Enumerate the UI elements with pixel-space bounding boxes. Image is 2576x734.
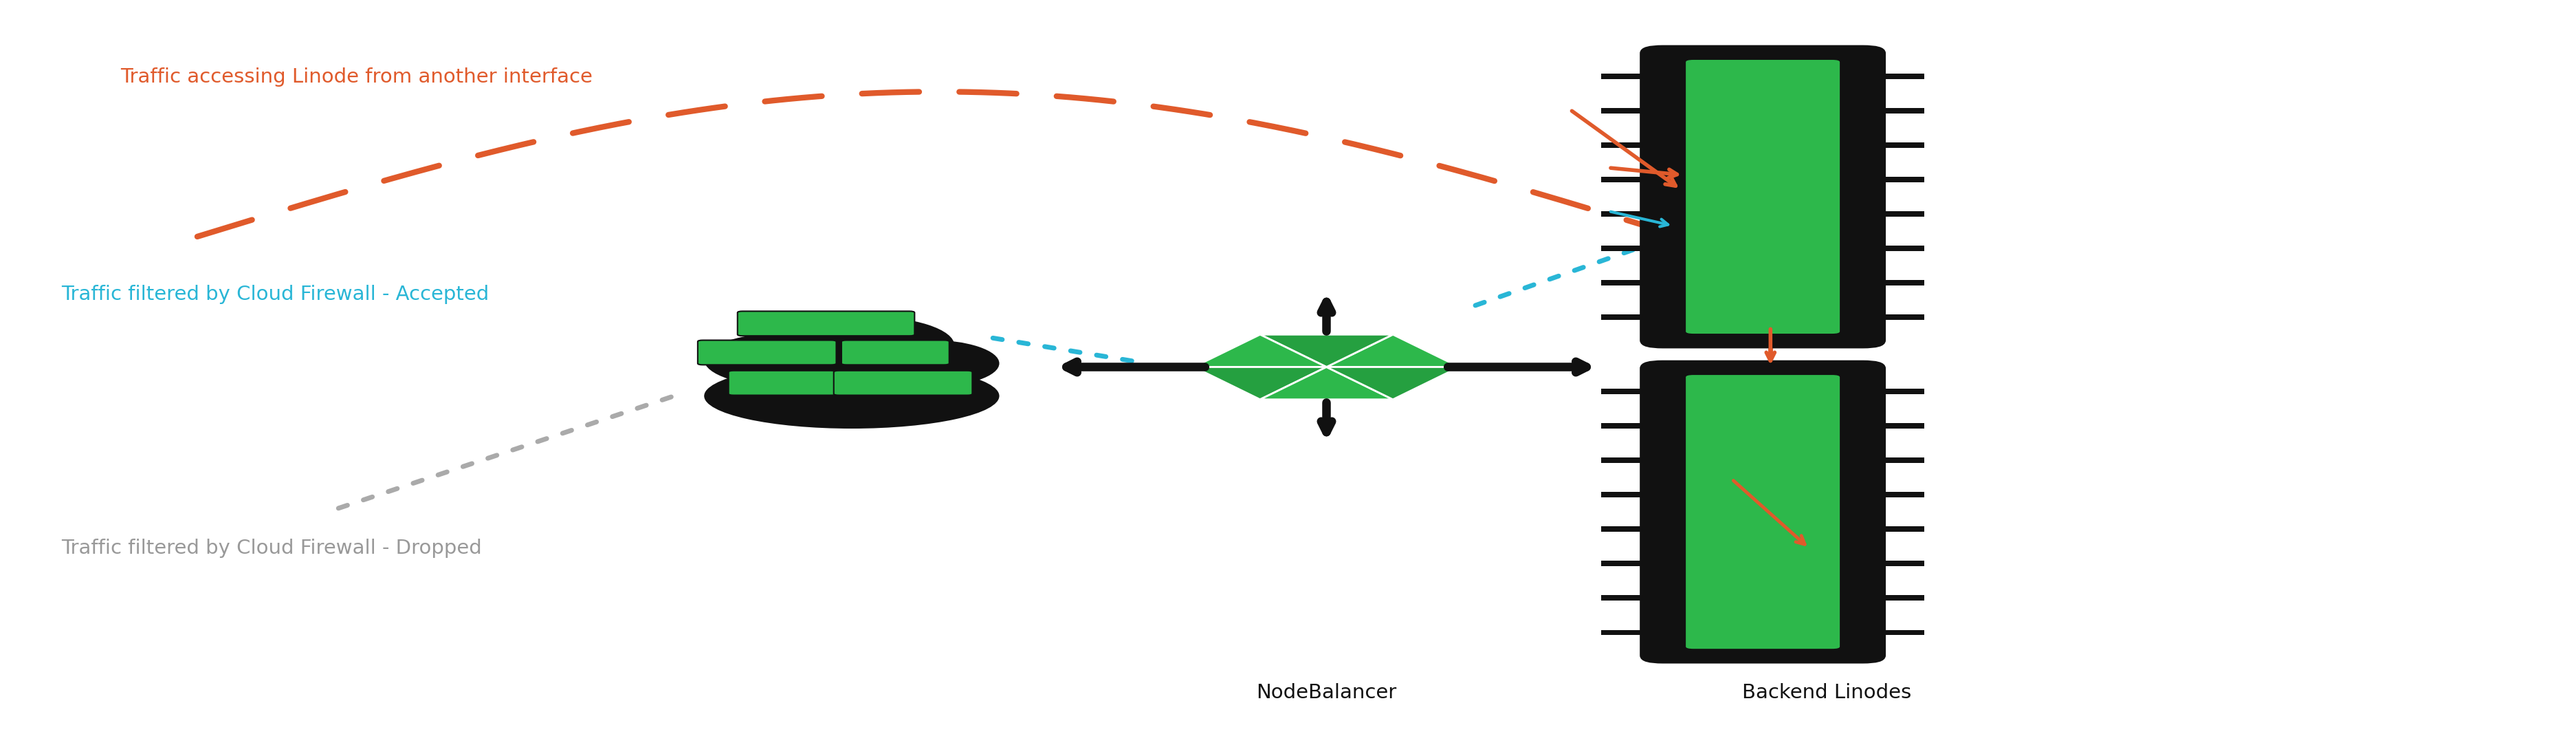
Polygon shape [1327,335,1461,367]
Bar [1878,458,1924,463]
Bar [1878,280,1924,286]
FancyBboxPatch shape [1685,375,1839,649]
Bar [1878,424,1924,429]
Bar [1878,315,1924,320]
FancyBboxPatch shape [729,371,837,395]
Bar [1602,108,1646,113]
Bar [1878,246,1924,251]
Bar [1602,561,1646,566]
Bar [1602,526,1646,531]
FancyBboxPatch shape [1641,48,1883,346]
FancyBboxPatch shape [1641,363,1883,661]
Text: Traffic filtered by Cloud Firewall - Accepted: Traffic filtered by Cloud Firewall - Acc… [62,285,489,304]
Bar [1602,493,1646,497]
Bar [1602,389,1646,394]
Bar [1878,595,1924,600]
FancyBboxPatch shape [737,311,914,336]
Bar [1878,630,1924,635]
Bar [1878,142,1924,148]
Bar [1602,458,1646,463]
Bar [1602,177,1646,182]
Polygon shape [1193,335,1327,367]
Bar [1878,526,1924,531]
Bar [1602,424,1646,429]
Ellipse shape [703,333,871,387]
Text: NodeBalancer: NodeBalancer [1257,683,1396,702]
FancyBboxPatch shape [842,340,948,365]
Ellipse shape [858,340,999,387]
Bar [1878,211,1924,217]
Polygon shape [1260,367,1394,399]
Bar [1878,389,1924,394]
FancyBboxPatch shape [698,340,837,365]
Bar [1602,211,1646,217]
Bar [1602,246,1646,251]
Bar [1602,142,1646,148]
Bar [1602,595,1646,600]
Bar [1878,561,1924,566]
Bar [1602,280,1646,286]
Polygon shape [1327,367,1461,399]
Bar [1878,493,1924,497]
Text: Traffic accessing Linode from another interface: Traffic accessing Linode from another in… [121,68,592,87]
FancyBboxPatch shape [1685,60,1839,334]
Bar [1878,177,1924,182]
FancyBboxPatch shape [835,371,971,395]
Bar [1602,315,1646,320]
Bar [1878,74,1924,79]
Bar [1602,630,1646,635]
Text: Backend Linodes: Backend Linodes [1741,683,1911,702]
Ellipse shape [775,316,953,374]
Bar [1602,74,1646,79]
Bar [1878,108,1924,113]
Ellipse shape [703,363,999,429]
Polygon shape [1193,367,1327,399]
Text: Traffic filtered by Cloud Firewall - Dropped: Traffic filtered by Cloud Firewall - Dro… [62,539,482,558]
Polygon shape [1260,335,1394,367]
